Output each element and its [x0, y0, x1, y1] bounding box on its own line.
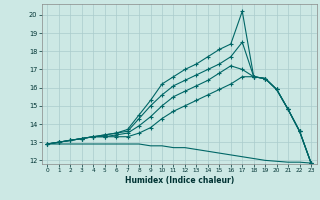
X-axis label: Humidex (Indice chaleur): Humidex (Indice chaleur) [124, 176, 234, 185]
